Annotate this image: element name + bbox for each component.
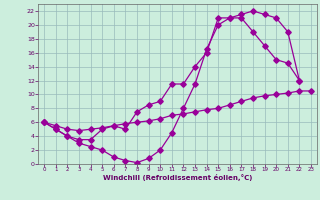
X-axis label: Windchill (Refroidissement éolien,°C): Windchill (Refroidissement éolien,°C) bbox=[103, 174, 252, 181]
